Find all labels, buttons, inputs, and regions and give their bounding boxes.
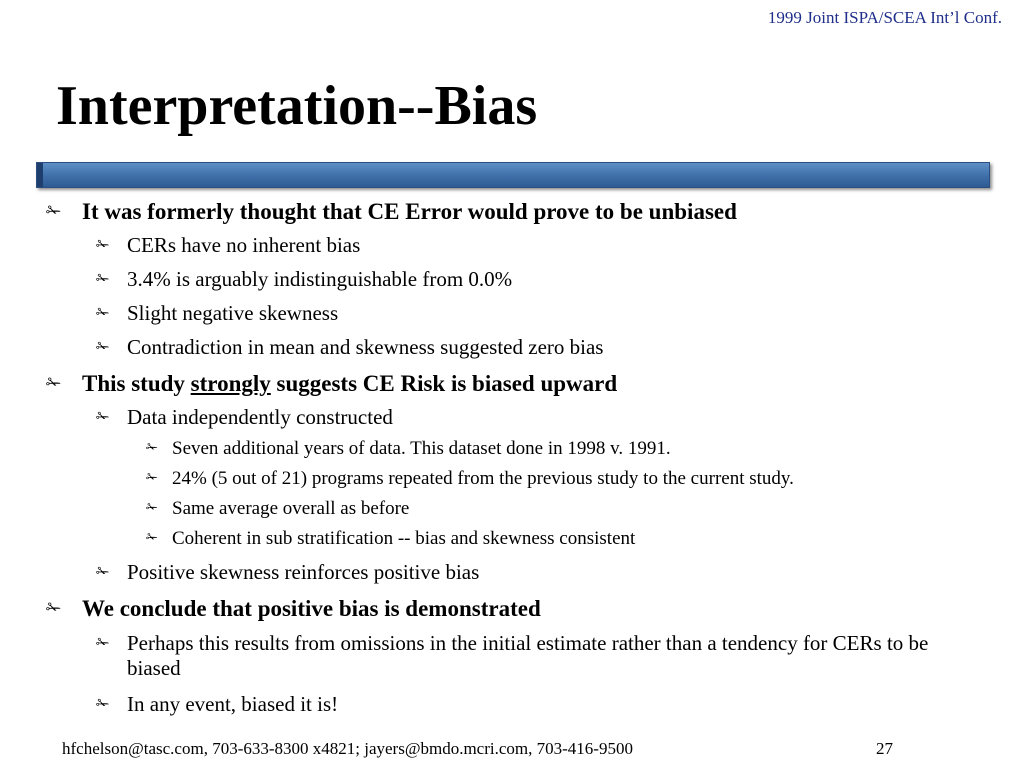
sub-sub-bullet-item: ✁ 24% (5 out of 21) programs repeated fr… <box>146 468 794 491</box>
bullet-text-part: suggests CE Risk is biased upward <box>271 371 617 396</box>
bullet-text-part: This study <box>82 371 191 396</box>
sub-sub-bullet-item: ✁ Seven additional years of data. This d… <box>146 438 671 461</box>
scissors-icon: ✁ <box>96 408 109 427</box>
sub-bullet-item: ✁ Data independently constructed <box>96 405 393 430</box>
conference-header: 1999 Joint ISPA/SCEA Int’l Conf. <box>768 8 1002 28</box>
sub-bullet-item: ✁ CERs have no inherent bias <box>96 233 360 258</box>
scissors-icon: ✁ <box>96 634 109 653</box>
bullet-text: Perhaps this results from omissions in t… <box>127 631 966 681</box>
scissors-icon: ✁ <box>96 236 109 255</box>
sub-bullet-item: ✁ Contradiction in mean and skewness sug… <box>96 335 603 360</box>
bullet-item: ✁ We conclude that positive bias is demo… <box>46 595 541 623</box>
scissors-icon: ✁ <box>96 338 109 357</box>
bullet-text: Contradiction in mean and skewness sugge… <box>127 335 603 359</box>
scissors-icon: ✁ <box>96 695 109 714</box>
bullet-text: CERs have no inherent bias <box>127 233 360 257</box>
bullet-text: 24% (5 out of 21) programs repeated from… <box>172 468 794 489</box>
sub-bullet-item: ✁ Positive skewness reinforces positive … <box>96 560 479 585</box>
bullet-text: Slight negative skewness <box>127 301 338 325</box>
sub-bullet-item: ✁ Perhaps this results from omissions in… <box>96 631 966 681</box>
sub-sub-bullet-item: ✁ Same average overall as before <box>146 498 409 521</box>
bullet-text: Seven additional years of data. This dat… <box>172 438 671 459</box>
page-number: 27 <box>876 739 893 759</box>
sub-sub-bullet-item: ✁ Coherent in sub stratification -- bias… <box>146 528 635 551</box>
emphasis-text: strongly <box>191 371 271 396</box>
sub-bullet-item: ✁ In any event, biased it is! <box>96 692 338 717</box>
bullet-text: It was formerly thought that CE Error wo… <box>82 199 737 224</box>
slide-title: Interpretation--Bias <box>56 78 537 134</box>
scissors-icon: ✁ <box>96 563 109 582</box>
scissors-icon: ✁ <box>146 471 158 488</box>
scissors-icon: ✁ <box>146 441 158 458</box>
sub-bullet-item: ✁ 3.4% is arguably indistinguishable fro… <box>96 267 512 292</box>
scissors-icon: ✁ <box>96 270 109 289</box>
footer-contact: hfchelson@tasc.com, 703-633-8300 x4821; … <box>62 739 633 759</box>
bullet-text: Data independently constructed <box>127 405 393 429</box>
scissors-icon: ✁ <box>146 531 158 548</box>
title-divider-bar <box>36 162 990 188</box>
bullet-text: Coherent in sub stratification -- bias a… <box>172 528 635 549</box>
bullet-text: This study strongly suggests CE Risk is … <box>82 371 617 396</box>
scissors-icon: ✁ <box>146 501 158 518</box>
bullet-item: ✁ It was formerly thought that CE Error … <box>46 198 737 226</box>
bullet-text: Positive skewness reinforces positive bi… <box>127 560 479 584</box>
scissors-icon: ✁ <box>96 304 109 323</box>
scissors-icon: ✁ <box>46 201 61 223</box>
bullet-text: We conclude that positive bias is demons… <box>82 596 541 621</box>
bullet-text: 3.4% is arguably indistinguishable from … <box>127 267 512 291</box>
bullet-text: Same average overall as before <box>172 498 409 519</box>
scissors-icon: ✁ <box>46 373 61 395</box>
sub-bullet-item: ✁ Slight negative skewness <box>96 301 338 326</box>
scissors-icon: ✁ <box>46 598 61 620</box>
bullet-text: In any event, biased it is! <box>127 692 338 716</box>
bullet-item: ✁ This study strongly suggests CE Risk i… <box>46 370 617 398</box>
